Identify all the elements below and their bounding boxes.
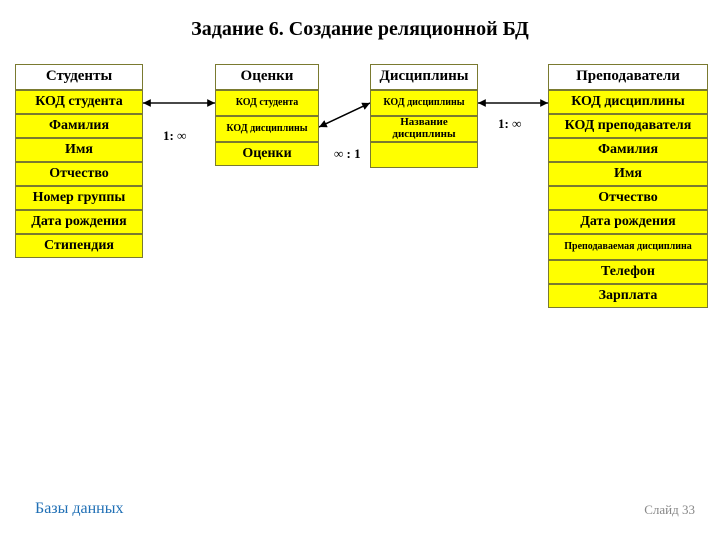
table-header: Преподаватели bbox=[548, 64, 708, 90]
table-teachers: Преподаватели КОД дисциплиныКОД преподав… bbox=[548, 64, 708, 308]
table-grades: Оценки КОД студентаКОД дисциплиныОценки bbox=[215, 64, 319, 166]
table-row: Отчество bbox=[548, 186, 708, 210]
table-disciplines: Дисциплины КОД дисциплиныНазвание дисцип… bbox=[370, 64, 478, 168]
table-row: КОД преподавателя bbox=[548, 114, 708, 138]
table-row: Дата рождения bbox=[548, 210, 708, 234]
table-row: Преподаваемая дисциплина bbox=[548, 234, 708, 260]
table-row: Телефон bbox=[548, 260, 708, 284]
table-row: Стипендия bbox=[15, 234, 143, 258]
table-row: Оценки bbox=[215, 142, 319, 166]
table-row: КОД дисциплины bbox=[370, 90, 478, 116]
table-row: Название дисциплины bbox=[370, 116, 478, 142]
page-title: Задание 6. Создание реляционной БД bbox=[0, 18, 720, 41]
table-row: Имя bbox=[15, 138, 143, 162]
footer-right: Слайд 33 bbox=[644, 502, 695, 518]
table-row: Фамилия bbox=[15, 114, 143, 138]
table-students: Студенты КОД студентаФамилияИмяОтчествоН… bbox=[15, 64, 143, 258]
table-row: Номер группы bbox=[15, 186, 143, 210]
table-row: Отчество bbox=[15, 162, 143, 186]
table-header: Дисциплины bbox=[370, 64, 478, 90]
footer-left: Базы данных bbox=[35, 500, 123, 518]
table-row: КОД дисциплины bbox=[215, 116, 319, 142]
table-row: КОД студента bbox=[215, 90, 319, 116]
table-row: Фамилия bbox=[548, 138, 708, 162]
table-row: Имя bbox=[548, 162, 708, 186]
table-header: Студенты bbox=[15, 64, 143, 90]
relation-label-3: 1: ∞ bbox=[498, 116, 521, 132]
table-row: Дата рождения bbox=[15, 210, 143, 234]
relation-label-1: 1: ∞ bbox=[163, 128, 186, 144]
relation-label-2: ∞ : 1 bbox=[334, 146, 361, 162]
table-row bbox=[370, 142, 478, 168]
table-row: КОД студента bbox=[15, 90, 143, 114]
table-row: КОД дисциплины bbox=[548, 90, 708, 114]
table-row: Зарплата bbox=[548, 284, 708, 308]
table-header: Оценки bbox=[215, 64, 319, 90]
